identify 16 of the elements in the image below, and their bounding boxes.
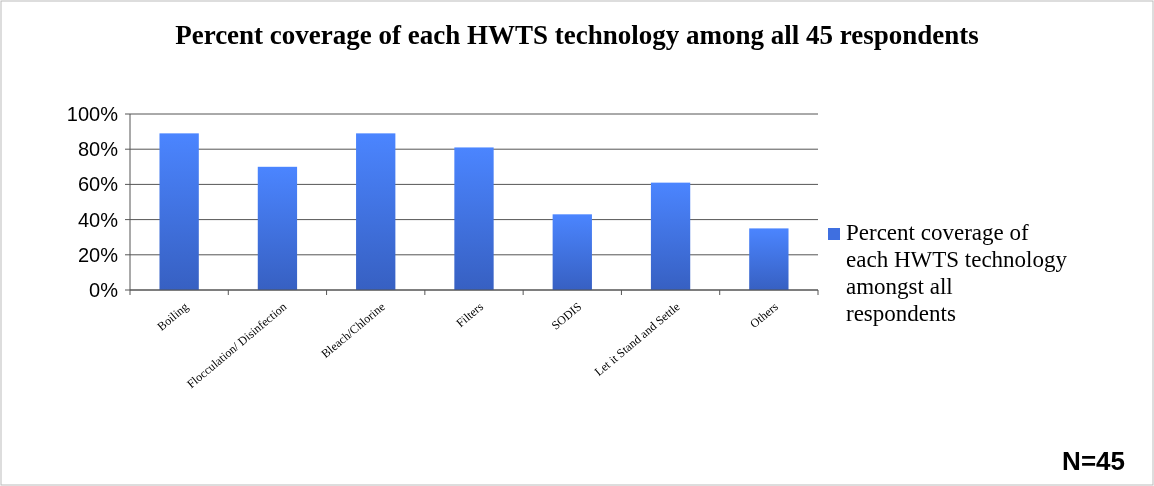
y-tick-label: 100% <box>66 103 119 125</box>
bar <box>159 133 199 290</box>
bar <box>650 182 691 290</box>
text: N=45 <box>1062 446 1125 476</box>
bar <box>552 214 592 290</box>
y-tick-label: 20% <box>77 243 119 266</box>
y-tick-label: 60% <box>77 173 119 196</box>
legend-label: Percent coverage of each HWTS technology amongst all respondents <box>846 220 1068 326</box>
bar <box>454 147 494 290</box>
y-tick-label: 80% <box>77 138 119 161</box>
y-tick-label: 0% <box>89 279 119 301</box>
bar <box>257 166 298 290</box>
bar <box>749 228 789 290</box>
y-tick-label: 40% <box>77 208 119 231</box>
chart-title: Percent coverage of each HWTS technology among all 45 respondents <box>175 20 979 50</box>
bar <box>356 133 396 290</box>
